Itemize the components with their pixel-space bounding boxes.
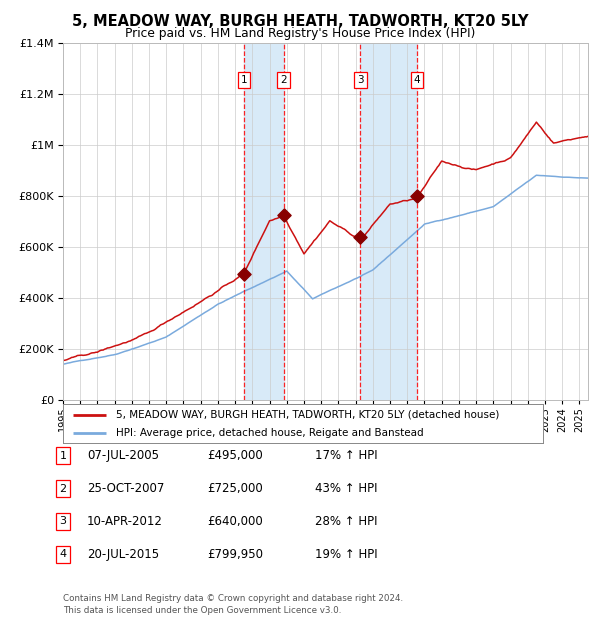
Text: Price paid vs. HM Land Registry's House Price Index (HPI): Price paid vs. HM Land Registry's House … (125, 27, 475, 40)
Text: 10-APR-2012: 10-APR-2012 (87, 515, 163, 528)
Text: £640,000: £640,000 (207, 515, 263, 528)
Text: 5, MEADOW WAY, BURGH HEATH, TADWORTH, KT20 5LY (detached house): 5, MEADOW WAY, BURGH HEATH, TADWORTH, KT… (116, 410, 499, 420)
Text: 4: 4 (59, 549, 67, 559)
Text: £495,000: £495,000 (207, 450, 263, 462)
Text: 20-JUL-2015: 20-JUL-2015 (87, 548, 159, 560)
Text: 1: 1 (241, 75, 247, 86)
Text: £799,950: £799,950 (207, 548, 263, 560)
Text: 25-OCT-2007: 25-OCT-2007 (87, 482, 164, 495)
Text: 43% ↑ HPI: 43% ↑ HPI (315, 482, 377, 495)
Text: 1: 1 (59, 451, 67, 461)
Text: 2: 2 (280, 75, 287, 86)
Text: Contains HM Land Registry data © Crown copyright and database right 2024.
This d: Contains HM Land Registry data © Crown c… (63, 594, 403, 615)
Text: HPI: Average price, detached house, Reigate and Banstead: HPI: Average price, detached house, Reig… (116, 428, 424, 438)
Text: 4: 4 (413, 75, 420, 86)
Point (412, 191, 422, 201)
Text: 19% ↑ HPI: 19% ↑ HPI (315, 548, 377, 560)
Text: 3: 3 (357, 75, 364, 86)
Text: 17% ↑ HPI: 17% ↑ HPI (315, 450, 377, 462)
Bar (244, 43, 284, 400)
Text: 5, MEADOW WAY, BURGH HEATH, TADWORTH, KT20 5LY: 5, MEADOW WAY, BURGH HEATH, TADWORTH, KT… (72, 14, 528, 29)
Point (356, 232, 365, 242)
Text: 07-JUL-2005: 07-JUL-2005 (87, 450, 159, 462)
Text: 2: 2 (59, 484, 67, 494)
Text: 3: 3 (59, 516, 67, 526)
Bar (361, 43, 417, 400)
Point (239, 269, 249, 279)
Point (279, 210, 289, 220)
Text: 28% ↑ HPI: 28% ↑ HPI (315, 515, 377, 528)
Text: £725,000: £725,000 (207, 482, 263, 495)
